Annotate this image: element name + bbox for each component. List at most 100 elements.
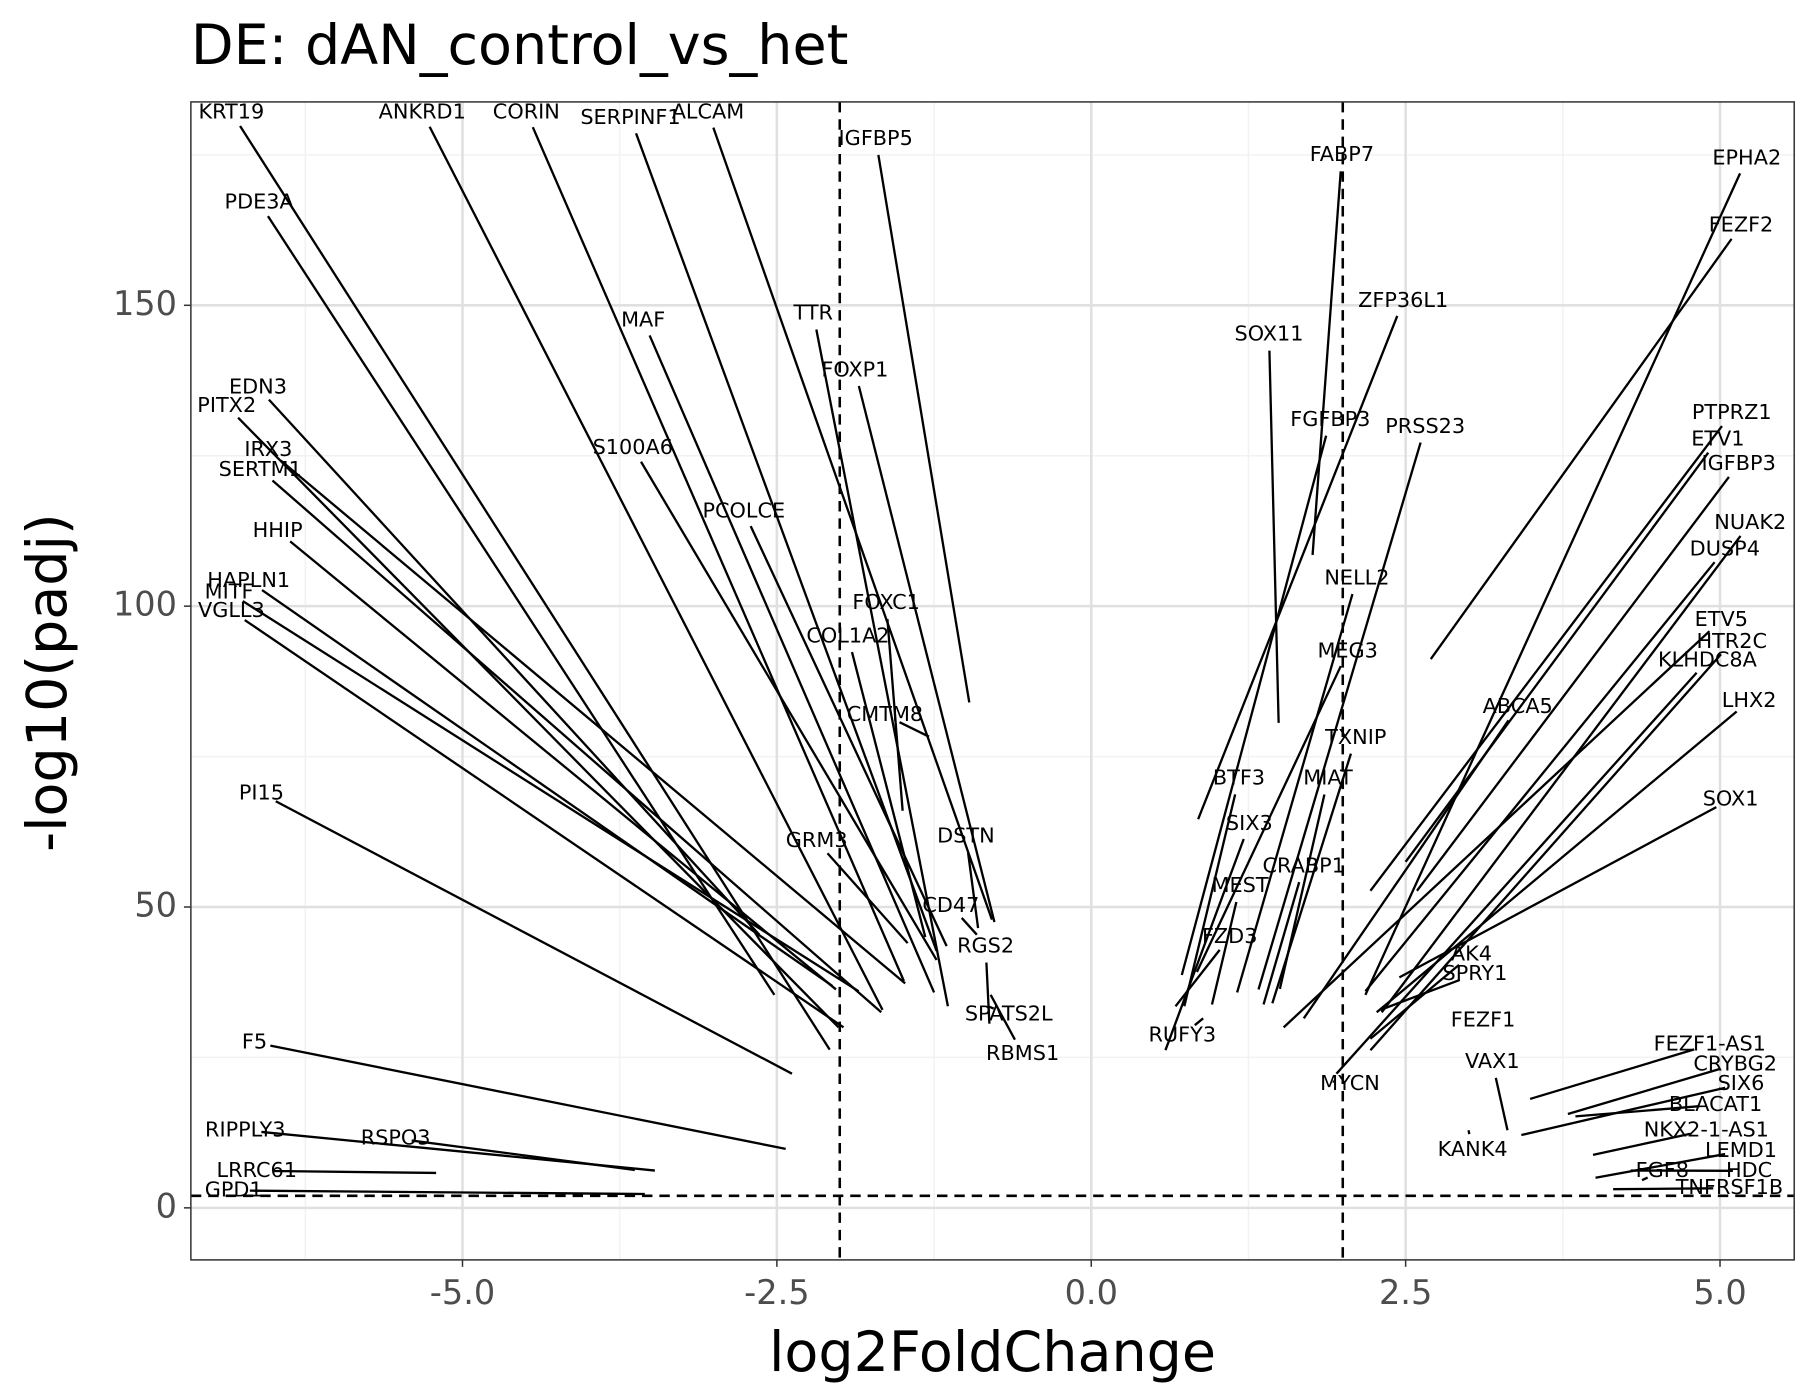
point-leader xyxy=(1613,1187,1714,1191)
gene-label: FEZF1-AS1 xyxy=(1654,1032,1766,1056)
point-leader xyxy=(877,154,971,703)
x-tick-label: 2.5 xyxy=(1379,1273,1432,1312)
point-leader xyxy=(261,589,833,987)
gene-label: ETV5 xyxy=(1695,607,1748,631)
gene-label: SPRY1 xyxy=(1443,961,1508,985)
gene-label: HAPLN1 xyxy=(207,568,290,592)
point-leader xyxy=(289,540,837,991)
gene-label: MAF xyxy=(621,308,665,332)
point-leader xyxy=(815,329,950,1007)
point-leader xyxy=(989,994,1016,1041)
gene-label: SOX11 xyxy=(1235,321,1304,345)
panel xyxy=(190,101,1795,1260)
gene-label: VAX1 xyxy=(1465,1049,1520,1073)
gene-label: CMTM8 xyxy=(847,702,923,726)
point-leader xyxy=(237,416,840,1029)
point-leader xyxy=(1262,881,1301,1005)
point-leader xyxy=(244,619,845,1029)
point-leader xyxy=(280,459,906,985)
point-leader xyxy=(1268,350,1280,723)
gene-label: TTR xyxy=(792,301,833,325)
gene-label: RSPO3 xyxy=(361,1125,431,1149)
gene-label: NUAK2 xyxy=(1714,510,1786,534)
point-leader xyxy=(249,1189,645,1196)
point-leader xyxy=(1278,794,1326,990)
point-leader xyxy=(1311,171,1342,556)
point-leader xyxy=(239,125,831,1051)
gene-label: KRT19 xyxy=(198,99,264,123)
point-leader xyxy=(1194,1017,1204,1027)
point-leader xyxy=(1467,1129,1471,1135)
point-leader xyxy=(1641,1176,1649,1182)
gene-label: SERPINF1 xyxy=(580,105,680,129)
point-leader xyxy=(1195,665,1342,973)
gene-label: HTR2C xyxy=(1696,629,1767,653)
gene-label: VGLL3 xyxy=(198,598,265,622)
point-leader xyxy=(1595,1152,1726,1179)
point-leader xyxy=(1174,949,1221,1007)
point-leader xyxy=(1180,435,1328,976)
gene-label: MIAT xyxy=(1303,766,1353,790)
point-leader xyxy=(749,525,948,947)
point-leader xyxy=(275,800,793,1075)
point-leader xyxy=(268,398,761,936)
gene-label: ETV1 xyxy=(1691,427,1744,451)
point-leader xyxy=(242,600,860,993)
point-leader xyxy=(266,215,776,996)
chart-title: DE: dAN_control_vs_het xyxy=(191,13,849,78)
point-leader xyxy=(1567,1067,1721,1116)
point-leader xyxy=(428,126,884,1011)
gene-label: TNFRSF1B xyxy=(1675,1175,1783,1199)
gene-label: HDC xyxy=(1726,1158,1772,1182)
point-leader xyxy=(1380,535,1742,1013)
gene-label: CRABP1 xyxy=(1262,854,1344,878)
point-leader xyxy=(960,917,978,936)
gene-label: ALCAM xyxy=(672,99,745,123)
gene-label: FABP7 xyxy=(1310,142,1374,166)
point-leader xyxy=(850,651,927,938)
gene-label: FOXP1 xyxy=(821,357,888,381)
point-leader xyxy=(712,127,994,921)
point-leader xyxy=(1282,630,1711,1029)
gene-label: FZD3 xyxy=(1202,924,1258,948)
point-leader xyxy=(1369,963,1460,1040)
gene-label: RGS2 xyxy=(957,933,1014,957)
point-leader xyxy=(1257,442,1422,990)
gene-label: S100A6 xyxy=(593,435,673,459)
y-tick-label: 150 xyxy=(113,284,177,323)
gene-label: MYCN xyxy=(1320,1071,1380,1095)
point-leader xyxy=(1416,476,1730,892)
gene-label: BTF3 xyxy=(1213,766,1265,790)
gene-label: PRSS23 xyxy=(1385,414,1465,438)
gene-label: EDN3 xyxy=(229,375,287,399)
point-leader xyxy=(1335,671,1698,1075)
gene-label: F5 xyxy=(242,1029,267,1053)
gene-label: SOX1 xyxy=(1703,786,1759,810)
point-leader xyxy=(1575,1105,1700,1118)
x-tick-label: -5.0 xyxy=(430,1273,495,1312)
x-tick-label: -2.5 xyxy=(744,1273,809,1312)
gene-label: PCOLCE xyxy=(702,498,785,522)
x-tick-label: 5.0 xyxy=(1693,1273,1746,1312)
gene-label: IGFBP3 xyxy=(1702,451,1776,475)
y-tick-label: 0 xyxy=(156,1186,177,1225)
point-leader xyxy=(1369,653,1722,1051)
point-leader xyxy=(1380,978,1461,1011)
point-leader xyxy=(1494,1077,1509,1131)
gene-label: RBMS1 xyxy=(986,1041,1059,1065)
gene-label: IGFBP5 xyxy=(839,126,913,150)
point-leader xyxy=(886,618,904,811)
point-leader xyxy=(1529,1048,1695,1101)
panel-border xyxy=(190,101,1795,1261)
gene-label: SPATS2L xyxy=(965,1002,1053,1026)
point-leader xyxy=(987,1005,995,1010)
gene-label: EPHA2 xyxy=(1712,146,1781,170)
point-leader xyxy=(648,334,936,993)
gene-label: MEST xyxy=(1212,873,1269,897)
y-tick-label: 50 xyxy=(134,886,177,925)
point-leader xyxy=(898,721,930,738)
gene-label: COL1A2 xyxy=(806,623,889,647)
point-leader xyxy=(1404,452,1710,863)
point-leader xyxy=(966,852,980,929)
